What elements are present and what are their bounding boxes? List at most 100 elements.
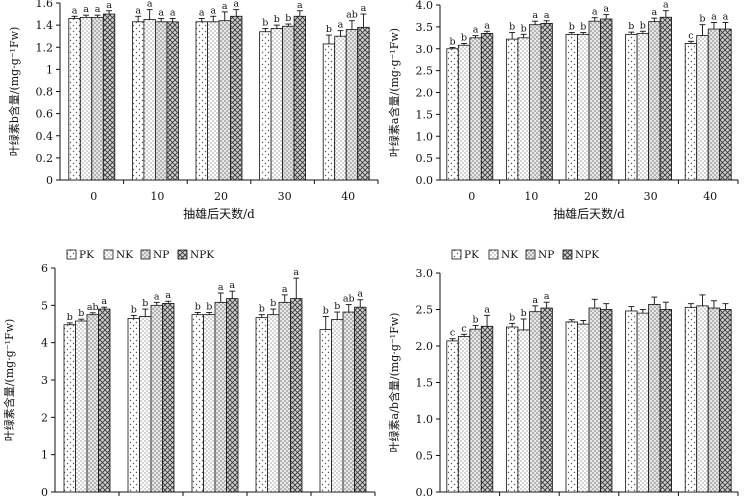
significance-letter: ab — [87, 302, 99, 313]
y-tick-label: 1.2 — [36, 41, 54, 54]
bar-pk-10 — [127, 317, 140, 493]
bar-npk-40 — [357, 26, 370, 181]
significance-letter: b — [509, 312, 515, 323]
bar-npk-40 — [719, 28, 732, 181]
significance-letter: a — [233, 0, 239, 10]
bar-npk-0 — [480, 33, 494, 181]
bar-pk-20 — [191, 314, 204, 493]
bar-np-40 — [707, 307, 721, 493]
significance-letter: a — [158, 7, 164, 18]
significance-letter: c — [461, 323, 466, 334]
significance-letter: a — [170, 7, 176, 18]
significance-letter: a — [711, 12, 717, 23]
bar-pk-10 — [505, 38, 519, 181]
significance-letter: a — [218, 282, 224, 293]
y-tick-label: 2.5 — [416, 304, 434, 317]
significance-letter: b — [521, 308, 527, 319]
bar-nk-20 — [577, 33, 590, 181]
significance-letter: b — [78, 308, 84, 319]
chart-panel-1: 0 0.2 0.4 0.6 0.8 1 1.2 1.4 1.6 叶绿素b含量/(mg·g⁻¹Fw)… — [7, 0, 379, 221]
bar-pk-40 — [322, 43, 336, 181]
y-axis-label: 叶绿素a/b含量/(mg·g⁻¹Fw) — [387, 313, 401, 453]
y-axis-label: 叶绿素a含量/(mg·g⁻¹Fw) — [387, 28, 401, 157]
y-tick-label: 3.0 — [416, 43, 434, 56]
y-tick-label: 2.0 — [416, 87, 434, 100]
significance-letter: a — [484, 20, 490, 31]
y-tick-label: 3.0 — [416, 267, 434, 280]
bar-np-20 — [214, 301, 227, 493]
x-axis-label: 抽雄后天数/d — [183, 206, 255, 221]
bar-nk-0 — [457, 44, 471, 181]
bar-np-30 — [648, 303, 661, 493]
significance-letter: b — [461, 33, 467, 44]
bar-pk-0 — [446, 48, 459, 181]
y-tick-label: 0.6 — [36, 108, 54, 121]
significance-letter: b — [628, 21, 634, 32]
bar-np-30 — [282, 25, 295, 181]
bar-nk-30 — [636, 312, 649, 493]
bar-npk-0 — [102, 13, 116, 181]
bar-npk-0 — [480, 325, 494, 493]
significance-letter: a — [72, 5, 78, 16]
legend-label-nk: NK — [501, 249, 518, 261]
significance-letter: c — [450, 328, 455, 339]
bar-npk-30 — [290, 298, 303, 493]
bar-npk-40 — [719, 309, 732, 493]
y-tick-label: 1.5 — [416, 108, 434, 121]
significance-letter: a — [473, 25, 479, 36]
x-tick-label: 30 — [644, 190, 658, 203]
legend: PK NK NP NPK — [66, 249, 214, 261]
significance-letter: b — [509, 22, 515, 33]
significance-letter: b — [323, 306, 329, 317]
legend-swatch-nk — [488, 249, 499, 260]
legend: PK NK NP NPK — [451, 249, 599, 261]
y-tick-label: 1.5 — [416, 377, 434, 390]
bar-np-0 — [469, 37, 482, 181]
bar-np-20 — [588, 307, 601, 493]
x-axis-label: 抽雄后天数/d — [553, 206, 625, 221]
y-tick-label: 5 — [41, 299, 48, 312]
x-tick-label: 40 — [703, 190, 717, 203]
bar-npk-10 — [540, 22, 553, 181]
bar-nk-10 — [517, 37, 530, 181]
bar-pk-40 — [319, 329, 332, 493]
x-tick-label: 10 — [524, 190, 538, 203]
significance-letter: a — [106, 0, 112, 11]
bar-np-40 — [345, 29, 359, 181]
bar-np-0 — [86, 314, 99, 493]
bar-nk-40 — [696, 35, 709, 181]
significance-letter: a — [532, 295, 538, 306]
x-tick-label: 0 — [468, 190, 475, 203]
x-tick-label: 40 — [341, 190, 355, 203]
bar-np-0 — [91, 16, 104, 181]
bar-pk-20 — [195, 21, 208, 181]
bar-pk-10 — [505, 326, 519, 493]
y-tick-label: 3.5 — [416, 21, 434, 34]
bar-np-10 — [529, 311, 542, 493]
significance-letter: a — [147, 0, 153, 10]
y-tick-label: 1 — [46, 63, 53, 76]
bar-np-20 — [218, 20, 231, 181]
significance-letter: a — [357, 289, 363, 300]
legend-swatch-np — [140, 249, 151, 260]
legend-swatch-npk — [562, 249, 573, 260]
bar-nk-40 — [334, 35, 347, 181]
significance-letter: b — [274, 14, 280, 25]
significance-letter: a — [532, 10, 538, 21]
significance-letter: b — [326, 24, 332, 35]
bar-npk-30 — [293, 15, 307, 181]
significance-letter: a — [95, 4, 101, 15]
bar-np-40 — [342, 311, 355, 493]
bar-pk-30 — [625, 310, 638, 493]
x-tick-label: 0 — [90, 190, 97, 203]
bar-nk-0 — [457, 336, 471, 493]
y-tick-label: 6 — [41, 262, 48, 275]
bar-nk-10 — [143, 19, 156, 181]
y-tick-label: 0.5 — [416, 152, 434, 165]
bar-np-30 — [648, 21, 661, 181]
legend-swatch-pk — [66, 249, 77, 260]
bar-pk-30 — [259, 31, 272, 181]
bar-pk-0 — [63, 324, 76, 493]
significance-letter: a — [293, 267, 299, 278]
